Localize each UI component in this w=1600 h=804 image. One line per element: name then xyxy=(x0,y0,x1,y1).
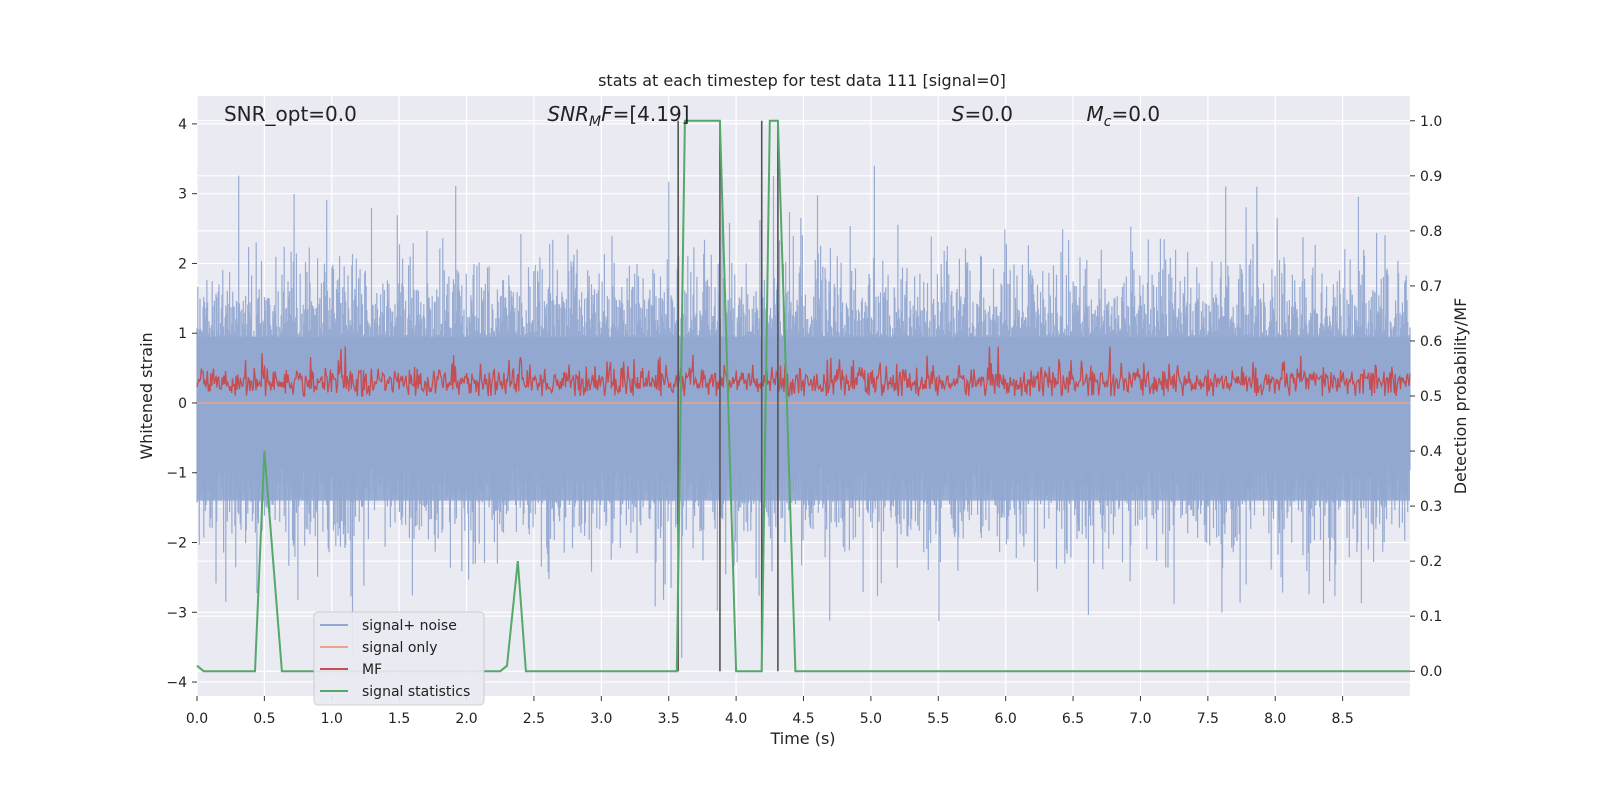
mf-trace xyxy=(196,346,1411,398)
annotation-0: SNR_opt=0.0 xyxy=(224,102,357,126)
yr-tick-label-9: 0.1 xyxy=(1420,609,1442,625)
legend-label-1: signal only xyxy=(362,640,437,656)
annotations: SNR_opt=0.0 SNRMF=[4.19] S=0.0 Mc=0.0 xyxy=(224,102,1160,130)
y-right-axis-ticks: 1.0 0.9 0.8 0.7 0.6 0.5 0.4 0.3 0.2 0.1 0.0 xyxy=(1410,114,1442,680)
vertical-markers xyxy=(677,120,779,672)
yl-tick-label-5: −1 xyxy=(166,466,187,482)
annotation-2: S=0.0 xyxy=(952,102,1013,126)
yl-tick-label-2: 2 xyxy=(178,256,187,272)
chart-title: stats at each timestep for test data 111… xyxy=(598,71,1006,90)
yr-tick-label-1: 0.9 xyxy=(1420,169,1442,185)
yr-tick-label-7: 0.3 xyxy=(1420,499,1442,515)
x-tick-label-4: 2.0 xyxy=(455,711,477,727)
legend: signal+ noise signal only MF signal statist… xyxy=(313,611,485,706)
legend-label-3: signal statistics xyxy=(362,684,470,700)
x-tick-label-15: 7.5 xyxy=(1197,711,1219,727)
yl-tick-label-3: 1 xyxy=(178,326,187,342)
yl-tick-label-0: 4 xyxy=(178,117,187,133)
y-left-axis-ticks: 4 3 2 1 0 −1 −2 −3 −4 xyxy=(166,117,197,691)
legend-label-2: MF xyxy=(362,662,382,678)
yl-tick-label-6: −2 xyxy=(166,536,187,552)
legend-box xyxy=(313,611,485,706)
x-tick-label-14: 7.0 xyxy=(1129,711,1151,727)
yl-tick-label-7: −3 xyxy=(166,605,187,621)
x-tick-label-0: 0.0 xyxy=(186,711,208,727)
x-axis-label: Time (s) xyxy=(769,729,835,748)
y-right-axis-label: Detection probability/MF xyxy=(1451,298,1470,495)
x-tick-label-2: 1.0 xyxy=(321,711,343,727)
y-left-axis-label: Whitened strain xyxy=(137,332,156,459)
x-tick-label-10: 5.0 xyxy=(860,711,882,727)
yl-tick-label-4: 0 xyxy=(178,396,187,412)
x-tick-label-6: 3.0 xyxy=(590,711,612,727)
x-axis-ticks: 0.0 0.5 1.0 1.5 2.0 2.5 3.0 3.5 4.0 4.5 5.0 5.5 6.0 6… xyxy=(186,696,1354,727)
yr-tick-label-3: 0.7 xyxy=(1420,279,1442,295)
x-tick-label-7: 3.5 xyxy=(658,711,680,727)
annotation-3: Mc=0.0 xyxy=(1087,102,1161,130)
x-tick-label-8: 4.0 xyxy=(725,711,747,727)
x-tick-label-16: 8.0 xyxy=(1264,711,1286,727)
x-tick-label-11: 5.5 xyxy=(927,711,949,727)
yl-tick-label-8: −4 xyxy=(166,675,187,691)
x-tick-label-3: 1.5 xyxy=(388,711,410,727)
series-signal-statistics xyxy=(196,119,1410,673)
yr-tick-label-2: 0.8 xyxy=(1420,224,1442,240)
x-tick-label-1: 0.5 xyxy=(253,711,275,727)
x-tick-label-13: 6.5 xyxy=(1062,711,1084,727)
yr-tick-label-5: 0.5 xyxy=(1420,389,1442,405)
x-tick-label-17: 8.5 xyxy=(1331,711,1353,727)
x-tick-label-9: 4.5 xyxy=(792,711,814,727)
legend-label-0: signal+ noise xyxy=(362,618,457,634)
annotation-1: SNRMF=[4.19] xyxy=(547,102,689,130)
yr-tick-label-6: 0.4 xyxy=(1420,444,1442,460)
yr-tick-label-0: 1.0 xyxy=(1420,114,1442,130)
yl-tick-label-1: 3 xyxy=(178,187,187,203)
yr-tick-label-8: 0.2 xyxy=(1420,554,1442,570)
yr-tick-label-10: 0.0 xyxy=(1420,664,1442,680)
x-tick-label-12: 6.0 xyxy=(995,711,1017,727)
yr-tick-label-4: 0.6 xyxy=(1420,334,1442,350)
x-tick-label-5: 2.5 xyxy=(523,711,545,727)
series-mf xyxy=(196,346,1411,398)
